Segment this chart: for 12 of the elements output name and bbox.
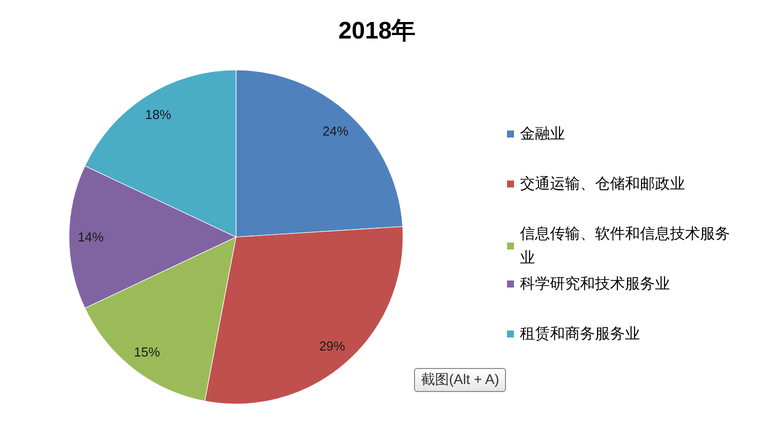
data-label: 15% <box>134 344 160 360</box>
data-label: 24% <box>322 124 349 139</box>
chart-title: 2018年 <box>338 18 416 44</box>
data-label: 29% <box>319 338 346 354</box>
legend-label: 信息传输、软件和信息技术服务业 <box>520 226 730 266</box>
text: 截图(Alt + A) <box>414 368 506 392</box>
data-label: 18% <box>145 106 172 122</box>
data-label: 14% <box>78 230 104 244</box>
legend-label: 科学研究和技术服务业 <box>520 276 670 292</box>
legend-label: 交通运输、仓储和邮政业 <box>520 176 685 192</box>
legend-label: 租赁和商务服务业 <box>520 326 640 342</box>
legend-label: 金融业 <box>520 126 565 142</box>
